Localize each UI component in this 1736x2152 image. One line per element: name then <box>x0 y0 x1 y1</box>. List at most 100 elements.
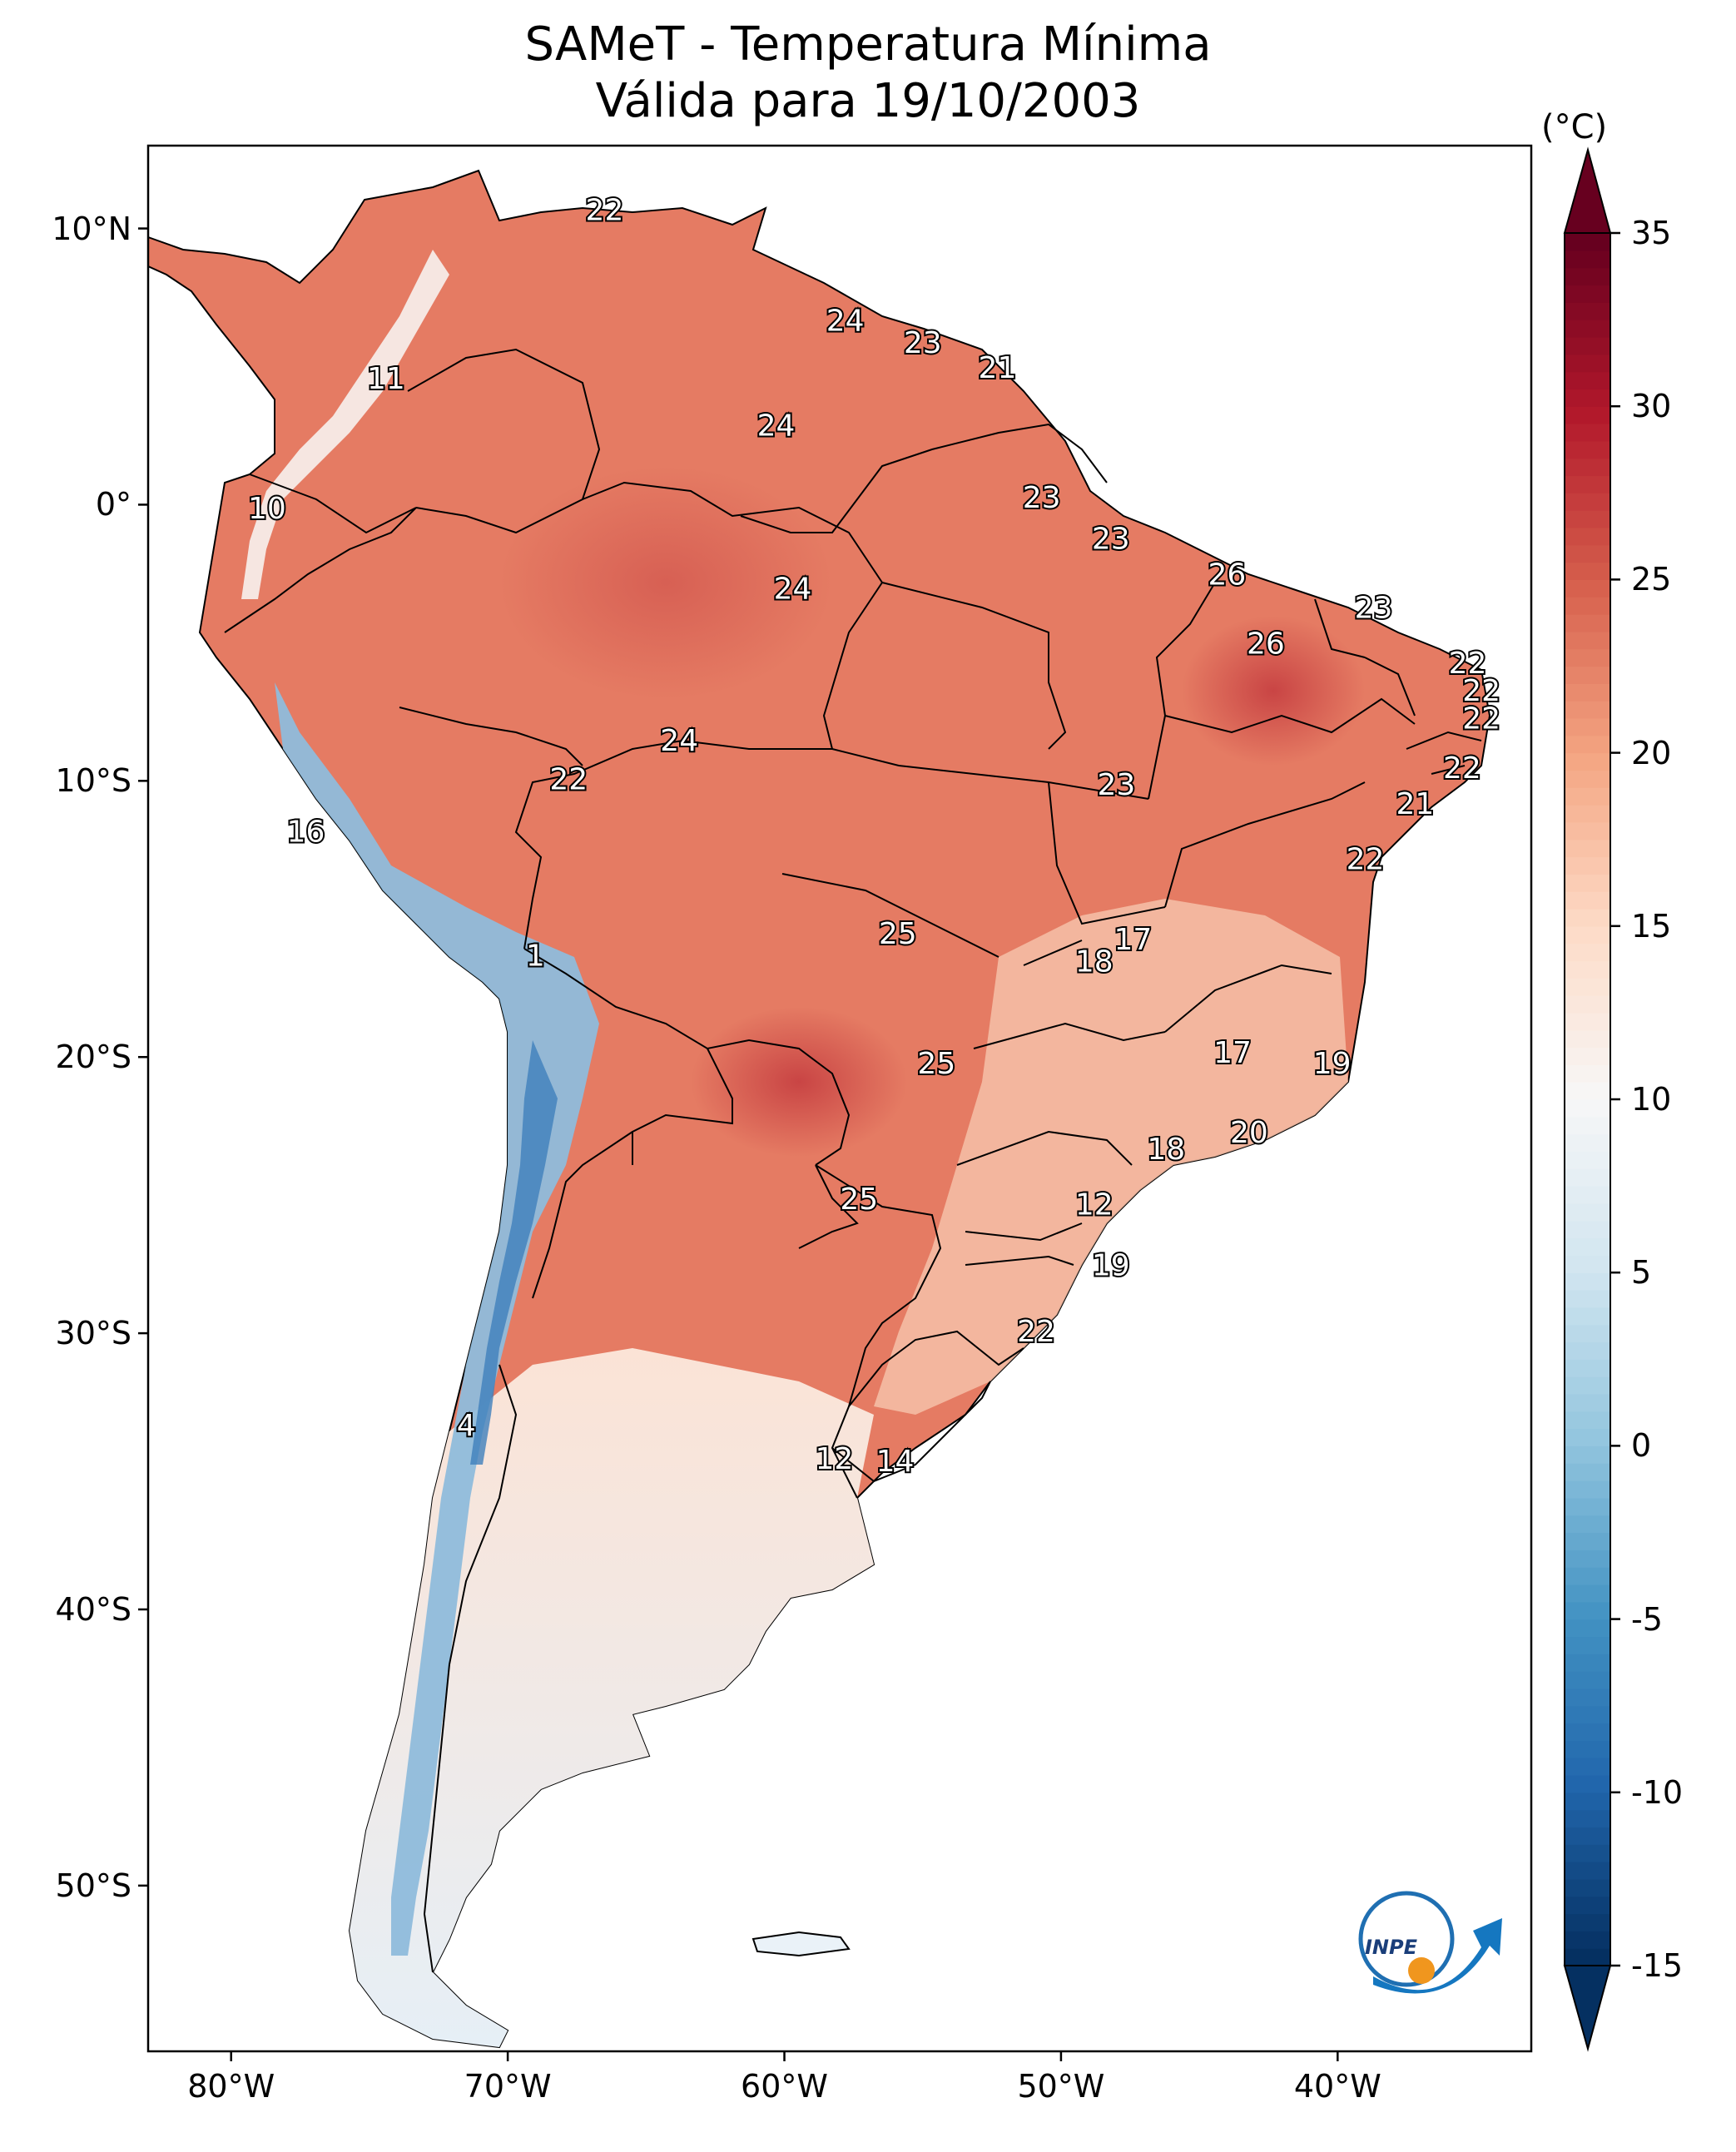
temperature-label: 23 <box>1023 481 1061 515</box>
colorbar-band <box>1565 856 1610 875</box>
colorbar-band <box>1565 1341 1610 1360</box>
colorbar-band <box>1565 1948 1610 1966</box>
colorbar-band <box>1565 908 1610 927</box>
temperature-label: 24 <box>660 724 698 758</box>
hotspot-amazon <box>499 466 832 699</box>
colorbar-band <box>1565 336 1610 355</box>
land-layer <box>148 169 1491 2049</box>
colorbar-band <box>1565 1307 1610 1326</box>
colorbar-band <box>1565 1878 1610 1897</box>
temperature-label: 23 <box>904 326 942 360</box>
colorbar-band <box>1565 1445 1610 1464</box>
temperature-label: 24 <box>757 409 796 444</box>
colorbar-band <box>1565 233 1610 251</box>
colorbar-band <box>1565 267 1610 286</box>
colorbar-band <box>1565 1082 1610 1100</box>
colorbar-band <box>1565 424 1610 442</box>
colorbar-band <box>1565 821 1610 840</box>
colorbar-band <box>1565 1324 1610 1343</box>
colorbar-band <box>1565 683 1610 702</box>
colorbar-band <box>1565 787 1610 806</box>
colorbar-band <box>1565 1740 1610 1758</box>
colorbar-tick-label: 25 <box>1631 561 1672 598</box>
colorbar-band <box>1565 995 1610 1014</box>
temperature-label: 20 <box>1230 1116 1268 1150</box>
colorbar-band <box>1565 1393 1610 1412</box>
lat-tick-label: 10°S <box>55 762 131 800</box>
logo-ring <box>1358 1891 1455 1987</box>
colorbar-band <box>1565 1827 1610 1845</box>
colorbar-band <box>1565 1428 1610 1446</box>
temperature-label: 18 <box>1147 1133 1185 1167</box>
cool-south-region <box>350 1348 874 2047</box>
colorbar-tick-label: 10 <box>1631 1081 1672 1118</box>
temperature-label: 22 <box>1347 843 1385 877</box>
colorbar-band <box>1565 1809 1610 1828</box>
andes-cold-ridge <box>275 682 599 1956</box>
colorbar-band <box>1565 1376 1610 1395</box>
temperature-label: 19 <box>1092 1248 1130 1282</box>
temperature-label: 17 <box>1114 923 1152 957</box>
colorbar-band <box>1565 805 1610 823</box>
colorbar-band <box>1565 597 1610 615</box>
colorbar-band <box>1565 1411 1610 1430</box>
falkland-islands <box>751 1931 851 1957</box>
colorbar-band <box>1565 475 1610 493</box>
lat-tick-label: 10°N <box>52 210 131 247</box>
colorbar-band <box>1565 1220 1610 1239</box>
axis-ticks <box>138 227 1339 2061</box>
hotspot-paraguay <box>691 1007 907 1157</box>
temperature-label: 22 <box>586 194 624 228</box>
logo-arrow <box>1373 1918 1502 1994</box>
colorbar-band <box>1565 1654 1610 1672</box>
colorbar-tick-label: 30 <box>1631 388 1672 425</box>
colorbar-band <box>1565 440 1610 459</box>
temperature-label: 21 <box>1396 787 1434 821</box>
temperature-label: 1 <box>526 940 545 974</box>
colorbar-band <box>1565 770 1610 788</box>
lat-tick-label: 20°S <box>55 1039 131 1076</box>
colorbar-band <box>1565 1913 1610 1931</box>
colorbar-band <box>1565 1359 1610 1377</box>
colorbar-band <box>1565 1532 1610 1550</box>
country-borders <box>224 348 1482 1973</box>
colorbar-top-arrow <box>1563 146 1612 234</box>
colorbar-band <box>1565 1133 1610 1153</box>
colorbar-band <box>1565 978 1610 996</box>
temperature-label: 22 <box>1449 647 1487 681</box>
temperature-label: 26 <box>1247 627 1285 662</box>
colorbar-band <box>1565 1636 1610 1654</box>
colorbar-band <box>1565 285 1610 303</box>
colorbar-tick-label: -5 <box>1631 1600 1663 1638</box>
temperature-label: 24 <box>826 304 865 338</box>
colorbar-band <box>1565 1064 1610 1083</box>
colorbar-tick-label: 0 <box>1631 1427 1652 1465</box>
colorbar-band <box>1565 1931 1610 1949</box>
colorbar-band <box>1565 562 1610 580</box>
colorbar-band <box>1565 1272 1610 1291</box>
colorbar-band <box>1565 1705 1610 1724</box>
colorbar-bands <box>1565 233 1610 1966</box>
logo-sun <box>1408 1957 1435 1984</box>
temperature-label: 23 <box>1355 592 1393 626</box>
colorbar-band <box>1565 1619 1610 1638</box>
temperature-label: 22 <box>1462 702 1500 736</box>
colorbar-tick-label: 5 <box>1631 1254 1652 1292</box>
colorbar-band <box>1565 1151 1610 1169</box>
colorbar-band <box>1565 371 1610 389</box>
temperature-label: 18 <box>1075 945 1114 979</box>
mild-southeast-region <box>874 899 1348 1415</box>
temperature-label: 21 <box>979 351 1017 385</box>
temperature-label: 24 <box>774 572 812 606</box>
temperature-label: 10 <box>248 492 286 526</box>
map-frame <box>146 144 1533 2053</box>
colorbar-band <box>1565 579 1610 598</box>
inpe-logo: INPE <box>1358 1891 1502 1994</box>
colorbar-band <box>1565 1723 1610 1741</box>
colorbar-tick-label: 35 <box>1631 215 1672 251</box>
colorbar-band <box>1565 1480 1610 1499</box>
colorbar-band <box>1565 406 1610 424</box>
colorbar-band <box>1565 320 1610 338</box>
